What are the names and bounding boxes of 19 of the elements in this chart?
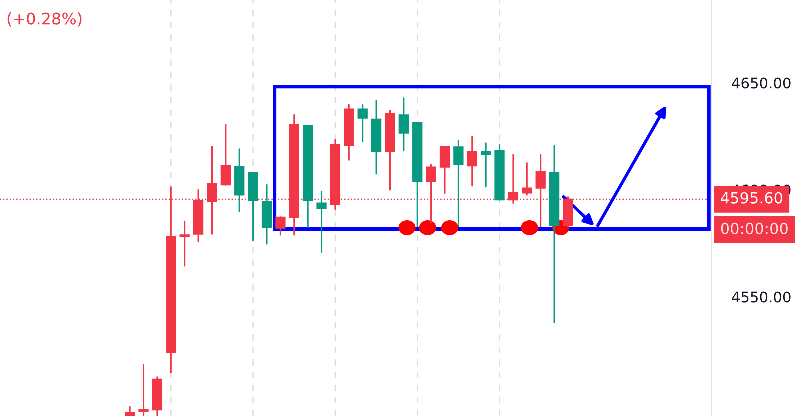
ref-line-label: 4595.60 <box>721 192 782 204</box>
candlestick <box>398 98 409 152</box>
candlestick <box>220 124 231 186</box>
candlestick <box>522 162 532 196</box>
candlestick <box>536 154 546 228</box>
candlestick <box>481 142 492 188</box>
y-tick-label: 4550.00 <box>732 292 791 303</box>
candlestick <box>467 136 478 187</box>
candlestick <box>138 364 149 416</box>
candlestick <box>316 190 327 254</box>
text: 00:00:00 <box>721 222 788 234</box>
candlestick <box>426 164 436 224</box>
candlestick <box>358 104 368 142</box>
candlestick <box>440 146 450 194</box>
candlestick <box>454 140 464 228</box>
candlestick <box>180 220 190 267</box>
annotation: (+0.28%) <box>8 12 82 27</box>
candlestick <box>276 216 286 236</box>
y-tick-label: 4650.00 <box>732 78 791 89</box>
